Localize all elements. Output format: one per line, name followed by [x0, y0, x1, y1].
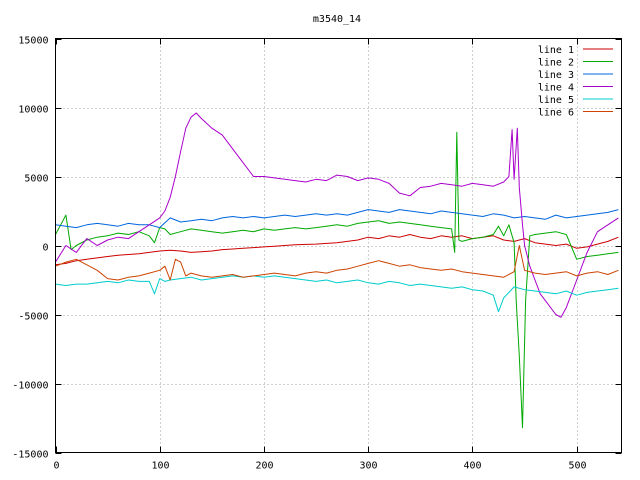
y-axis-tick-labels: -15000 -10000 -5000 0 5000 10000 15000: [12, 36, 48, 461]
axis-ticks: [55, 38, 622, 454]
series-line-2: [55, 131, 619, 429]
y-tick-label: -15000: [12, 450, 48, 461]
legend-label: line 5: [538, 95, 574, 106]
y-tick-label: -10000: [12, 381, 48, 392]
legend-label: line 3: [538, 70, 574, 81]
y-tick-label: 15000: [18, 36, 48, 47]
series-line-6: [55, 245, 619, 281]
y-tick-label: -5000: [18, 312, 48, 323]
x-tick-label: 200: [255, 461, 273, 472]
grid: [55, 38, 622, 453]
x-axis-tick-labels: 0 100 200 300 400 500: [53, 461, 586, 472]
series-group: [55, 112, 619, 429]
series-line-4: [55, 112, 619, 318]
y-tick-label: 5000: [24, 174, 48, 185]
legend-label: line 6: [538, 108, 574, 119]
series-line-1: [55, 234, 619, 266]
legend-label: line 1: [538, 45, 574, 56]
x-tick-label: 400: [463, 461, 481, 472]
y-tick-label: 0: [42, 243, 48, 254]
series-line-5: [55, 275, 619, 313]
y-tick-label: 10000: [18, 105, 48, 116]
x-tick-label: 0: [53, 461, 59, 472]
x-tick-label: 500: [568, 461, 586, 472]
x-tick-label: 300: [359, 461, 377, 472]
x-tick-label: 100: [151, 461, 169, 472]
legend-label: line 4: [538, 83, 574, 94]
plot-frame: [55, 38, 622, 453]
chart-title: m3540_14: [313, 14, 361, 25]
legend-label: line 2: [538, 58, 574, 69]
